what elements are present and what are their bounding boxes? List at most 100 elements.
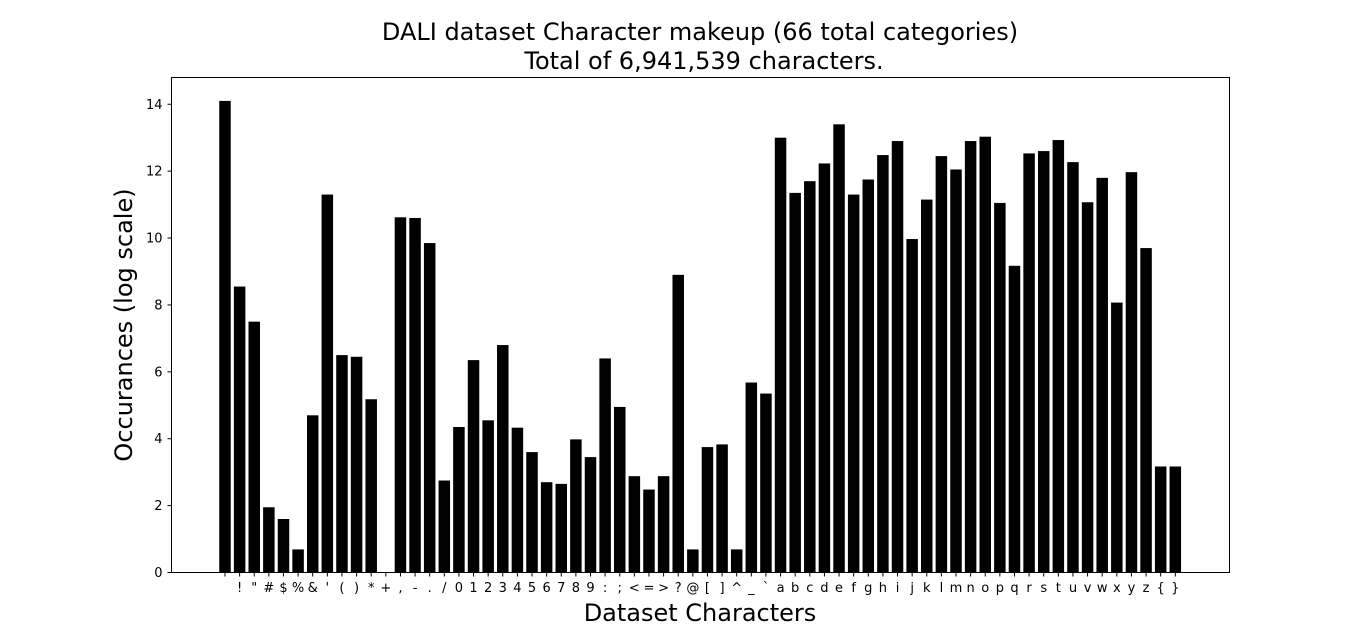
x-tick-label: @ [686,581,699,596]
bar [672,274,684,573]
y-tick-label: 0 [154,566,162,581]
bar [789,192,801,573]
bar [730,549,743,573]
x-tick-label: 4 [513,581,521,596]
x-tick-label: 6 [542,581,550,596]
x-tick-label: e [835,581,843,596]
bar [423,243,436,573]
x-tick-label: > [658,581,669,596]
bar [277,518,290,573]
x-tick-label: f [851,581,856,596]
x-tick-label: 7 [557,581,565,596]
bar [306,415,319,573]
bar [233,286,246,573]
bar [906,239,918,573]
bar [555,483,568,573]
bar [716,444,728,573]
x-tick-label: 9 [586,581,594,596]
bar [1081,202,1094,573]
y-tick-label: 2 [154,499,162,514]
bar [818,163,831,573]
x-tick-label: ) [354,581,359,596]
bar [628,476,641,573]
bar [774,137,787,573]
x-tick-label: o [981,581,989,596]
bar [1037,151,1050,573]
bar [657,476,670,573]
x-tick-label: k [923,581,931,596]
bar [1023,153,1035,573]
x-tick-label: 3 [499,581,507,596]
bar [219,100,231,573]
bar [482,420,494,573]
y-tick-label: 8 [154,298,162,313]
bar [921,199,933,573]
x-tick-label: ( [339,581,344,596]
bar [1140,248,1152,573]
x-tick-label: 5 [528,581,536,596]
y-tick-label: 14 [146,98,163,113]
x-tick-label: ] [720,581,725,596]
bar [1111,302,1123,573]
x-tick-label: i [896,581,900,596]
bar [643,489,655,573]
x-tick-label: m [950,581,963,596]
bar [804,181,816,573]
x-tick-label: * [368,581,375,596]
bar [833,124,845,573]
x-tick-label: ` [763,581,770,596]
bar [1008,265,1021,573]
bar [409,217,421,573]
bar [511,427,524,573]
bar [453,427,465,573]
x-tick-label: 1 [469,581,477,596]
bar [891,141,904,573]
x-tick-label: b [791,581,799,596]
bar [994,202,1006,573]
bar [584,457,597,573]
x-tick-label: 0 [455,581,463,596]
bar [350,356,363,573]
bar [979,136,991,573]
bar [1067,162,1079,573]
bar [248,321,260,573]
bar [613,406,626,573]
x-tick-label: w [1097,581,1108,596]
x-tick-label: n [966,581,974,596]
x-tick-label: [ [705,581,710,596]
bar [438,480,451,573]
x-tick-label: a [777,581,785,596]
x-tick-label: . [428,581,432,596]
bar [687,549,699,573]
bars-group [219,100,1182,573]
x-tick-label: = [644,581,655,596]
y-tick-label: 6 [154,365,162,380]
x-tick-label: t [1056,581,1061,596]
x-tick-label: # [263,581,274,596]
x-tick-label: x [1113,581,1121,596]
bar [1096,177,1108,573]
x-tick-label: , [398,581,402,596]
x-tick-label: : [603,581,607,596]
y-axis: 0 2 4 6 8 10 12 14 [146,98,172,581]
x-tick-label: & [308,581,318,596]
bar [745,382,758,573]
x-tick-label: u [1069,581,1077,596]
bar [760,393,772,573]
x-tick-label: ' [326,581,330,596]
x-tick-label: g [864,581,872,596]
chart-subtitle: Total of 6,941,539 characters. [523,47,883,75]
x-tick-label: j [909,581,914,596]
x-tick-label: { [1157,581,1165,596]
x-tick-label: ^ [731,581,742,596]
x-tick-label: z [1143,581,1150,596]
x-tick-label: d [820,581,828,596]
x-tick-label: / [442,581,447,596]
bar [394,217,407,573]
x-tick-label: - [413,581,418,596]
x-tick-label: r [1026,581,1032,596]
bar [321,194,334,573]
bar [847,194,860,573]
bar [862,179,875,573]
